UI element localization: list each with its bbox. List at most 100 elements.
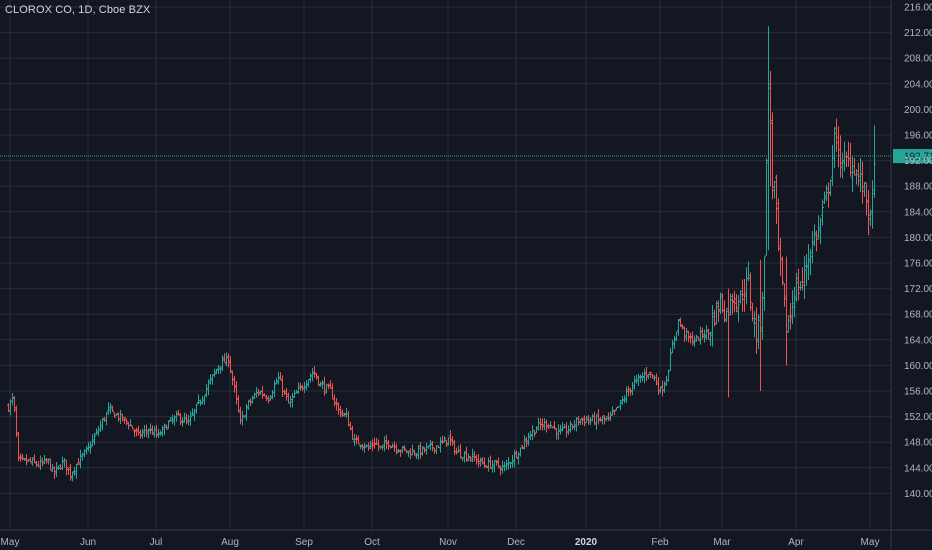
ohlc-bar	[189, 411, 192, 426]
ohlc-bar	[711, 305, 714, 347]
ohlc-bar	[551, 426, 554, 429]
ohlc-bar	[775, 174, 778, 225]
ohlc-bar	[259, 390, 262, 395]
ohlc-bar	[155, 424, 158, 438]
ohlc-bar	[407, 450, 410, 458]
ohlc-bar	[87, 442, 90, 452]
ohlc-bar	[753, 311, 756, 338]
ohlc-bar	[773, 180, 776, 199]
ohlc-bar	[297, 382, 300, 394]
ohlc-bar	[193, 409, 196, 421]
ohlc-bar	[521, 445, 524, 450]
price-tick-label: 192.00	[904, 156, 932, 167]
ohlc-bar	[515, 450, 518, 459]
ohlc-bar	[61, 456, 64, 471]
ohlc-bar	[623, 395, 626, 404]
ohlc-bar	[43, 454, 46, 465]
ohlc-bar	[95, 428, 98, 436]
ohlc-bar	[821, 199, 824, 226]
ohlc-bar	[423, 447, 426, 453]
ohlc-bar	[789, 302, 792, 330]
ohlc-bar	[669, 348, 672, 372]
ohlc-bar	[17, 432, 20, 462]
ohlc-bar	[237, 395, 240, 413]
ohlc-bar	[499, 465, 502, 476]
ohlc-bar	[523, 435, 526, 450]
ohlc-bar	[829, 179, 832, 196]
ohlc-bar	[527, 432, 530, 446]
ohlc-bar	[295, 389, 298, 394]
time-tick-label: Dec	[507, 537, 525, 548]
ohlc-bar	[677, 318, 680, 336]
time-tick-label: Aug	[221, 537, 239, 548]
ohlc-bar	[355, 434, 358, 445]
ohlc-bar	[429, 439, 432, 451]
ohlc-bar	[149, 423, 152, 435]
ohlc-bar	[417, 445, 420, 460]
ohlc-bar	[93, 432, 96, 446]
ohlc-bar	[763, 256, 766, 311]
ohlc-bar	[713, 309, 716, 327]
ohlc-bar	[85, 446, 88, 455]
ohlc-bar	[233, 375, 236, 393]
ohlc-bar	[765, 158, 768, 256]
ohlc-bar	[67, 467, 70, 476]
ohlc-bar	[413, 449, 416, 456]
ohlc-bar	[639, 374, 642, 383]
ohlc-bar	[727, 288, 730, 398]
ohlc-bar	[841, 152, 844, 179]
ohlc-bar	[587, 414, 590, 425]
ohlc-bar	[501, 460, 504, 474]
ohlc-bar	[329, 380, 332, 389]
ohlc-bar	[263, 393, 266, 397]
price-tick-label: 168.00	[904, 310, 932, 321]
ohlc-bar	[25, 453, 28, 466]
time-tick-label: Apr	[788, 537, 804, 548]
ohlc-bar	[647, 373, 650, 380]
ohlc-bar	[91, 434, 94, 447]
ohlc-bar	[311, 368, 314, 382]
ohlc-bar	[761, 291, 764, 340]
ohlc-bar	[857, 163, 860, 187]
ohlc-bar	[683, 326, 686, 342]
ohlc-bar	[141, 428, 144, 439]
price-tick-label: 188.00	[904, 182, 932, 193]
ohlc-bar	[109, 403, 112, 414]
ohlc-bar	[135, 427, 138, 437]
ohlc-bar	[741, 279, 744, 312]
ohlc-bar	[357, 435, 360, 445]
price-axis[interactable]: 140.00 144.00 148.00 152.00 156.00 160.00 164.…	[904, 3, 932, 500]
ohlc-bar	[277, 371, 280, 385]
ohlc-bar	[721, 293, 724, 313]
ohlc-bar	[377, 439, 380, 452]
ohlc-bar	[373, 437, 376, 449]
ohlc-bar	[439, 437, 442, 453]
ohlc-bar	[697, 336, 700, 342]
last-price-label: 192.71	[904, 152, 932, 163]
price-tick-label: 144.00	[904, 463, 932, 474]
ohlc-bar	[609, 411, 612, 422]
ohlc-bar	[779, 238, 782, 276]
time-axis[interactable]: May Jun Jul Aug Sep Oct Nov Dec 2020 Feb Mar Apr May	[1, 537, 880, 548]
ohlc-bar	[803, 256, 806, 299]
ohlc-bar	[315, 372, 318, 380]
ohlc-bar	[613, 409, 616, 415]
ohlc-bar	[567, 425, 570, 435]
ohlc-bar	[507, 456, 510, 470]
ohlc-bar	[389, 445, 392, 449]
price-tick-label: 164.00	[904, 335, 932, 346]
ohlc-bar	[769, 71, 772, 187]
ohlc-bar	[497, 457, 500, 468]
ohlc-bar	[385, 434, 388, 450]
ohlc-bar	[55, 461, 58, 478]
ohlc-bar	[603, 415, 606, 425]
ohlc-bar	[545, 419, 548, 433]
last-price-tag	[893, 149, 932, 164]
ohlc-bar	[299, 382, 302, 391]
ohlc-bar	[213, 368, 216, 378]
ohlc-bar	[631, 381, 634, 396]
ohlc-bar	[347, 410, 350, 427]
ohlc-bar	[111, 405, 114, 412]
ohlc-bar	[471, 448, 474, 463]
